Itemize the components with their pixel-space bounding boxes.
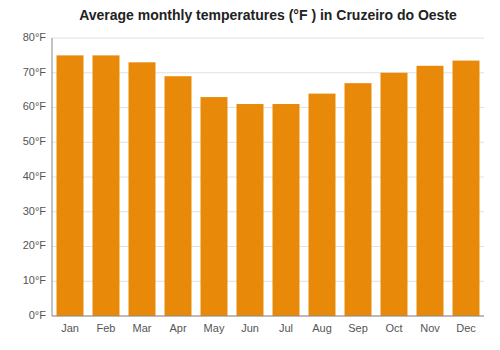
y-tick-label: 20°F	[23, 239, 47, 251]
y-tick-label: 50°F	[23, 135, 47, 147]
y-axis: 0°F 10°F 20°F 30°F 40°F 50°F 60°F 70°F 80°F	[23, 31, 47, 321]
x-axis-line	[52, 316, 484, 317]
bar	[453, 61, 480, 316]
bar	[201, 97, 228, 316]
bar	[93, 55, 120, 316]
bar	[57, 55, 84, 316]
y-tick-label: 30°F	[23, 205, 47, 217]
bar	[129, 62, 156, 316]
bar	[309, 94, 336, 316]
chart-container: Average monthly temperatures (°F ) in Cr…	[0, 0, 500, 350]
bar	[165, 76, 192, 316]
y-tick-label: 10°F	[23, 274, 47, 286]
y-grid	[52, 38, 484, 316]
bar	[381, 73, 408, 316]
grid-line	[52, 38, 484, 39]
bar	[345, 83, 372, 316]
x-tick-label: Apr	[169, 322, 186, 334]
x-axis: Jan Feb Mar Apr May Jun Jul Aug Sep Oct Nov Dec	[61, 322, 476, 334]
x-tick-label: Oct	[385, 322, 402, 334]
x-tick-label: Sep	[348, 322, 368, 334]
y-tick-label: 40°F	[23, 170, 47, 182]
bar	[417, 66, 444, 316]
x-tick-label: Jan	[61, 322, 79, 334]
x-tick-label: Aug	[312, 322, 332, 334]
x-tick-label: May	[204, 322, 225, 334]
x-tick-label: Mar	[133, 322, 152, 334]
grid-line	[52, 316, 484, 317]
y-tick-label: 70°F	[23, 66, 47, 78]
y-tick-label: 80°F	[23, 31, 47, 43]
bars	[57, 55, 480, 316]
x-tick-label: Jun	[241, 322, 259, 334]
y-tick-label: 60°F	[23, 100, 47, 112]
y-tick-label: 0°F	[29, 309, 47, 321]
y-axis-line	[52, 38, 53, 316]
x-tick-label: Nov	[420, 322, 440, 334]
x-tick-label: Feb	[97, 322, 116, 334]
x-tick-label: Dec	[456, 322, 476, 334]
x-tick-label: Jul	[279, 322, 293, 334]
bar	[237, 104, 264, 316]
chart-title: Average monthly temperatures (°F ) in Cr…	[79, 7, 457, 23]
chart-svg: Average monthly temperatures (°F ) in Cr…	[0, 0, 500, 350]
bar	[273, 104, 300, 316]
